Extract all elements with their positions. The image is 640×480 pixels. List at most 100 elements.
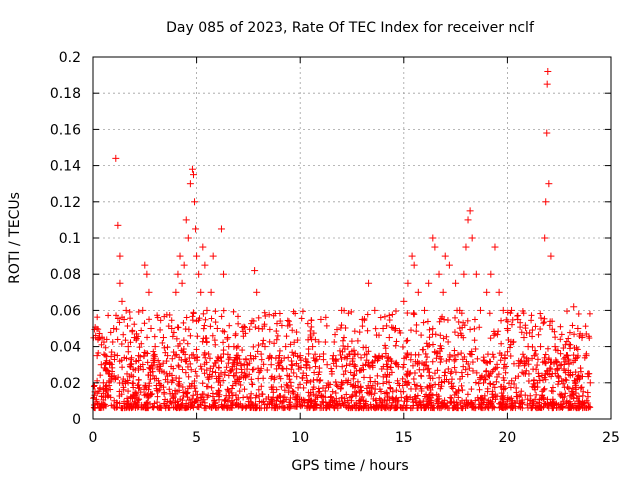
data-point <box>189 171 197 179</box>
data-point <box>182 216 190 224</box>
data-point <box>431 243 439 251</box>
data-point <box>201 261 209 269</box>
data-point <box>145 288 153 296</box>
data-point <box>329 352 337 360</box>
data-point <box>172 288 180 296</box>
data-point <box>97 361 105 369</box>
data-point <box>251 267 259 275</box>
y-tick-label: 0.16 <box>50 122 81 138</box>
data-point <box>323 361 331 369</box>
data-point <box>491 243 499 251</box>
data-point <box>344 343 352 351</box>
data-point <box>143 270 151 278</box>
noise-band <box>90 307 594 412</box>
data-point <box>435 270 443 278</box>
data-point <box>551 343 559 351</box>
data-point <box>586 379 594 387</box>
y-tick-label: 0.02 <box>50 376 81 392</box>
data-point <box>487 270 495 278</box>
data-point <box>217 225 225 233</box>
data-point <box>147 325 155 332</box>
data-point <box>541 234 549 242</box>
data-point <box>209 252 217 260</box>
data-point <box>439 288 447 296</box>
data-point <box>520 334 528 342</box>
x-axis-label: GPS time / hours <box>291 458 408 474</box>
data-point <box>425 279 433 287</box>
data-point <box>462 243 470 251</box>
data-point <box>309 343 317 351</box>
y-tick-label: 0.18 <box>50 86 81 102</box>
y-tick-label: 0.08 <box>50 267 81 283</box>
data-point <box>253 288 261 296</box>
data-point <box>421 306 429 314</box>
data-point <box>199 243 207 251</box>
chart-title: Day 085 of 2023, Rate Of TEC Index for r… <box>166 20 535 36</box>
data-point <box>192 225 200 233</box>
y-tick-label: 0.04 <box>50 340 81 356</box>
data-point <box>544 67 552 75</box>
data-point <box>574 325 582 332</box>
data-point <box>188 165 196 173</box>
data-point <box>197 288 205 296</box>
data-point <box>441 252 449 260</box>
data-point <box>404 279 412 287</box>
data-point <box>400 297 408 305</box>
data-point <box>537 343 545 351</box>
data-point <box>317 315 325 323</box>
data-point <box>246 352 254 360</box>
data-point <box>159 334 167 342</box>
x-tick-label: 25 <box>602 430 620 446</box>
data-point <box>213 325 221 332</box>
data-point <box>180 261 188 269</box>
data-point <box>483 288 491 296</box>
data-point <box>547 252 555 260</box>
data-point <box>570 303 578 311</box>
data-point <box>414 288 422 296</box>
x-tick-label: 20 <box>498 430 516 446</box>
data-point <box>191 198 199 206</box>
data-points <box>90 67 594 412</box>
data-point <box>476 306 484 314</box>
data-point <box>99 379 107 387</box>
x-tick-label: 5 <box>192 430 201 446</box>
data-point <box>207 288 215 296</box>
data-point <box>460 270 468 278</box>
data-point <box>184 234 192 242</box>
data-point <box>543 80 551 88</box>
data-point <box>122 306 130 314</box>
data-point <box>141 261 149 269</box>
data-point <box>193 252 201 260</box>
y-axis-label: ROTI / TECUs <box>7 192 23 284</box>
data-point <box>468 234 476 242</box>
data-point <box>282 343 290 351</box>
data-point <box>464 216 472 224</box>
data-point <box>545 180 553 188</box>
data-point <box>495 288 503 296</box>
y-tick-label: 0 <box>72 412 81 428</box>
data-point <box>408 252 416 260</box>
data-point <box>151 343 159 351</box>
data-point <box>379 325 387 332</box>
data-point <box>114 221 122 229</box>
axis-ticks: 0 5 10 15 20 25 0 0.02 0.04 0.06 0.08 0.1 0.12 0.14 0.… <box>50 50 620 446</box>
y-tick-label: 0.14 <box>50 159 81 175</box>
data-point <box>466 207 474 215</box>
data-point <box>118 297 126 305</box>
data-point <box>116 252 124 260</box>
x-tick-label: 15 <box>395 430 413 446</box>
x-tick-label: 0 <box>89 430 98 446</box>
data-point <box>385 334 393 342</box>
data-point <box>176 252 184 260</box>
data-point <box>220 270 228 278</box>
data-point <box>139 306 147 314</box>
data-point <box>542 198 550 206</box>
x-tick-label: 10 <box>291 430 309 446</box>
data-point <box>195 270 203 278</box>
data-point <box>267 361 275 369</box>
y-tick-label: 0.06 <box>50 303 81 319</box>
data-point <box>445 261 453 269</box>
y-tick-label: 0.2 <box>59 50 81 66</box>
data-point <box>203 306 211 314</box>
